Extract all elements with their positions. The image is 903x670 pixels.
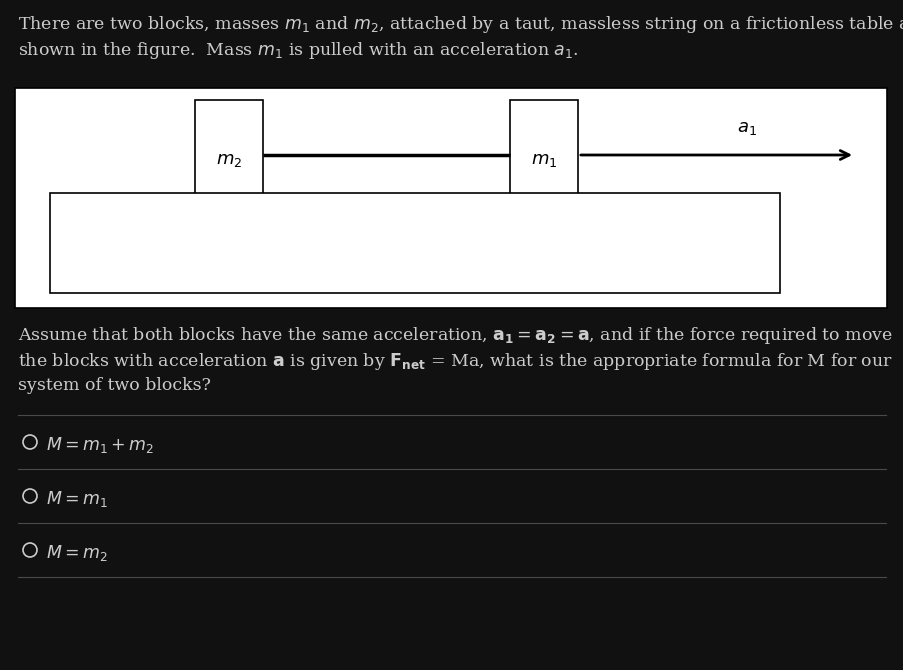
Bar [50,193,779,293]
Text: shown in the figure.  Mass $m_1$ is pulled with an acceleration $a_1$.: shown in the figure. Mass $m_1$ is pulle… [18,40,578,61]
Text: $M = m_1$: $M = m_1$ [46,489,107,509]
Bar [195,100,263,210]
Text: system of two blocks?: system of two blocks? [18,377,210,394]
Text: There are two blocks, masses $m_1$ and $m_2$, attached by a taut, massless strin: There are two blocks, masses $m_1$ and $… [18,14,903,35]
Text: $m_2$: $m_2$ [216,151,242,169]
Text: $a_1$: $a_1$ [736,119,756,137]
Bar [509,100,577,210]
Text: $m_1$: $m_1$ [530,151,556,169]
Text: $M = m_1 + m_2$: $M = m_1 + m_2$ [46,435,154,455]
Text: $M = m_2$: $M = m_2$ [46,543,107,563]
Text: Assume that both blocks have the same acceleration, $\mathbf{a_1} = \mathbf{a_2}: Assume that both blocks have the same ac… [18,325,892,346]
Bar [15,88,886,308]
Text: the blocks with acceleration $\mathbf{a}$ is given by $\mathbf{F_{net}}$ = Ma, w: the blocks with acceleration $\mathbf{a}… [18,351,892,372]
